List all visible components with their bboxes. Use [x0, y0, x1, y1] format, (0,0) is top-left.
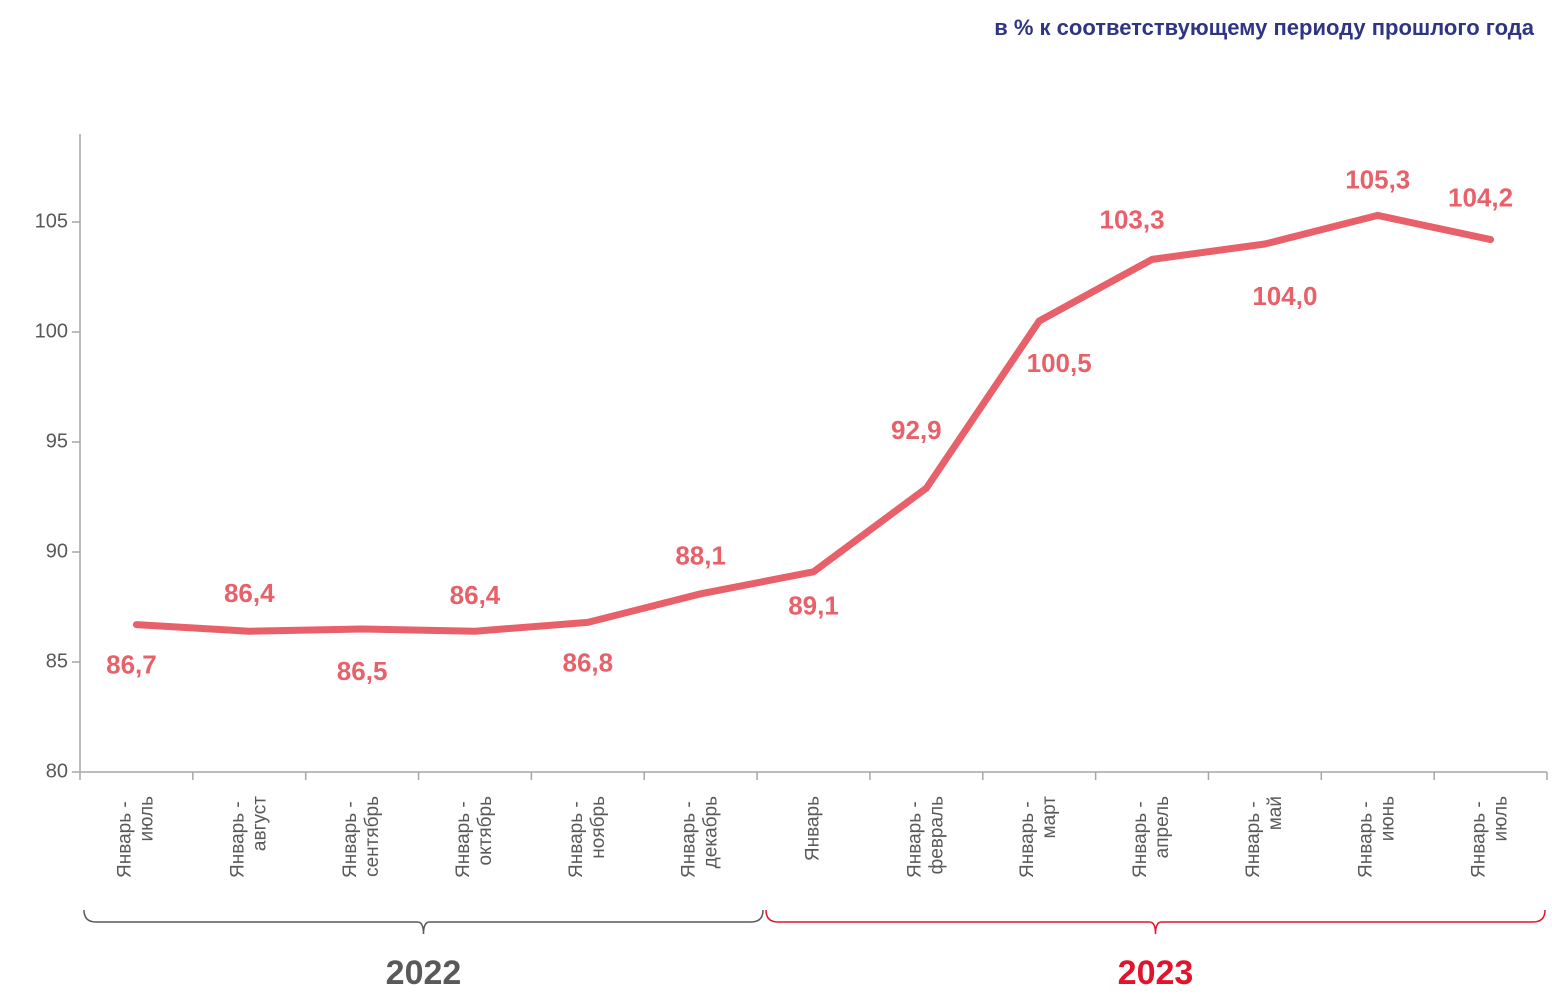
- data-label: 105,3: [1345, 164, 1410, 194]
- y-tick-label: 85: [46, 650, 68, 672]
- y-tick-label: 100: [35, 320, 68, 342]
- x-tick-label-line: Январь -: [1017, 796, 1038, 878]
- x-tick-label-line: август: [249, 796, 270, 851]
- x-tick-label: Январь - август: [227, 796, 270, 878]
- x-tick-label-line: Январь -: [340, 796, 361, 878]
- y-tick-label: 105: [35, 210, 68, 232]
- x-tick-label: Январь - ноябрь: [566, 796, 609, 878]
- y-tick-label: 90: [46, 540, 68, 562]
- x-tick-label: Январь - май: [1243, 796, 1286, 878]
- x-tick-label-line: июнь: [1378, 796, 1399, 841]
- x-tick-label-line: Январь -: [114, 796, 135, 878]
- data-label: 92,9: [891, 415, 942, 445]
- data-label: 89,1: [788, 591, 839, 621]
- x-tick-label: Январь - март: [1017, 796, 1060, 878]
- data-label: 86,8: [563, 647, 614, 677]
- x-tick-label-line: Январь -: [453, 796, 474, 878]
- x-tick-label: Январь - октябрь: [453, 796, 496, 878]
- x-tick-label: Январь - июнь: [1356, 796, 1399, 878]
- y-tick-label: 80: [46, 760, 68, 782]
- x-tick-label-line: июль: [136, 796, 157, 842]
- data-label: 103,3: [1099, 204, 1164, 234]
- x-tick-label-line: Январь -: [679, 796, 700, 878]
- x-tick-label-line: Январь: [803, 796, 824, 861]
- x-tick-label: Январь - декабрь: [679, 796, 722, 878]
- x-tick-label: Январь - сентябрь: [340, 796, 383, 878]
- group-label: 2023: [1118, 954, 1194, 992]
- chart-title: в % к соответствующему периоду прошлого …: [994, 15, 1534, 40]
- x-tick-label-line: Январь -: [1469, 796, 1490, 878]
- x-tick-label-line: Январь -: [904, 796, 925, 878]
- x-tick-label-line: май: [1265, 796, 1286, 830]
- x-tick-label: Январь - июль: [1469, 796, 1512, 878]
- x-tick-label-line: июль: [1491, 796, 1512, 842]
- group-bracket: [765, 909, 1546, 935]
- data-label: 104,0: [1252, 281, 1317, 311]
- group-bracket: [83, 909, 764, 935]
- x-tick-label: Январь - апрель: [1130, 796, 1173, 878]
- x-tick-label-line: Январь -: [1356, 796, 1377, 878]
- data-label: 86,7: [106, 649, 157, 679]
- x-tick-label: Январь: [803, 796, 824, 861]
- data-label: 104,2: [1448, 182, 1513, 212]
- x-tick-label-line: декабрь: [701, 796, 722, 868]
- x-tick-label: Январь - февраль: [904, 796, 947, 878]
- x-tick-label-line: Январь -: [227, 796, 248, 878]
- x-tick-label-line: сентябрь: [362, 796, 383, 877]
- x-tick-label-line: февраль: [926, 796, 947, 875]
- x-tick-label-line: Январь -: [1243, 796, 1264, 878]
- data-label: 86,5: [337, 656, 388, 686]
- x-tick-label-line: ноябрь: [588, 796, 609, 859]
- x-tick-label-line: Январь -: [1130, 796, 1151, 878]
- data-label: 86,4: [450, 580, 501, 610]
- x-tick-label-line: апрель: [1152, 796, 1173, 858]
- x-tick-label-line: Январь -: [566, 796, 587, 878]
- data-label: 88,1: [675, 541, 726, 571]
- group-label: 2022: [386, 954, 462, 992]
- x-tick-label-line: март: [1039, 796, 1060, 839]
- series-line: [132, 211, 1495, 635]
- y-tick-label: 95: [46, 430, 68, 452]
- x-tick-label-line: октябрь: [475, 796, 496, 866]
- x-tick-label: Январь - июль: [114, 796, 157, 878]
- data-label: 86,4: [224, 578, 275, 608]
- data-label: 100,5: [1027, 348, 1092, 378]
